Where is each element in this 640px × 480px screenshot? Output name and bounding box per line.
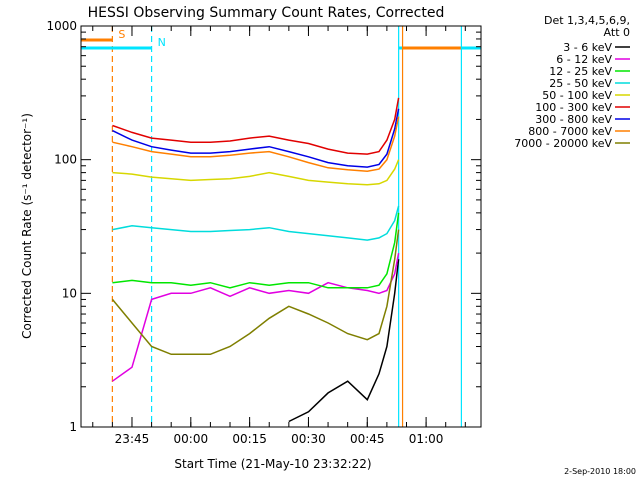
series-line	[112, 205, 400, 241]
legend-entry-label: 100 - 300 keV	[535, 101, 612, 114]
legend-entry-label: 3 - 6 keV	[563, 41, 612, 54]
legend-entry-label: 25 - 50 keV	[549, 77, 612, 90]
legend-entry-label: 300 - 800 keV	[535, 113, 612, 126]
series-line	[112, 116, 400, 172]
legend-header-line1: Det 1,3,4,5,6,9,	[544, 14, 630, 27]
y-axis-label: Corrected Count Rate (s⁻¹ detector⁻¹)	[20, 113, 34, 339]
x-tick-label: 01:00	[409, 432, 444, 446]
plot-frame	[80, 25, 482, 428]
series-line	[112, 108, 400, 168]
x-tick-label: 00:00	[174, 432, 209, 446]
x-tick-label: 00:30	[291, 432, 326, 446]
date-stamp: 2-Sep-2010 18:00	[564, 467, 636, 476]
x-axis: 23:45 00:00 00:15 00:30 00:45 01:00	[92, 26, 466, 446]
x-tick-label: 00:45	[350, 432, 385, 446]
series-line	[112, 212, 400, 289]
y-tick-label: 1000	[46, 19, 77, 33]
y-tick-label: 1	[69, 420, 77, 434]
chart-title: HESSI Observing Summary Count Rates, Cor…	[88, 5, 445, 21]
x-tick-label: 00:15	[232, 432, 267, 446]
legend-entry-label: 800 - 7000 keV	[528, 125, 612, 138]
series-layer	[111, 97, 400, 423]
time-markers: SN	[81, 26, 481, 427]
series-line	[111, 229, 400, 356]
y-axis: 1 10 100 1000	[46, 19, 481, 434]
series-line	[111, 252, 400, 382]
y-tick-label: 10	[62, 286, 77, 300]
time-marker-label: N	[158, 36, 166, 49]
series-line	[112, 159, 400, 186]
legend-entry-label: 6 - 12 keV	[556, 53, 612, 66]
legend-header-line2: Att 0	[604, 26, 630, 39]
legend-entry-label: 7000 - 20000 keV	[514, 137, 612, 150]
x-tick-label: 23:45	[115, 432, 150, 446]
y-tick-label: 100	[54, 153, 77, 167]
plot-area: SN	[80, 25, 482, 428]
series-line	[112, 97, 400, 155]
series-line	[288, 259, 400, 423]
legend-entry-label: 50 - 100 keV	[542, 89, 612, 102]
legend-entry-label: 12 - 25 keV	[549, 65, 612, 78]
x-axis-label: Start Time (21-May-10 23:32:22)	[174, 457, 371, 471]
time-marker-label: S	[118, 28, 125, 41]
